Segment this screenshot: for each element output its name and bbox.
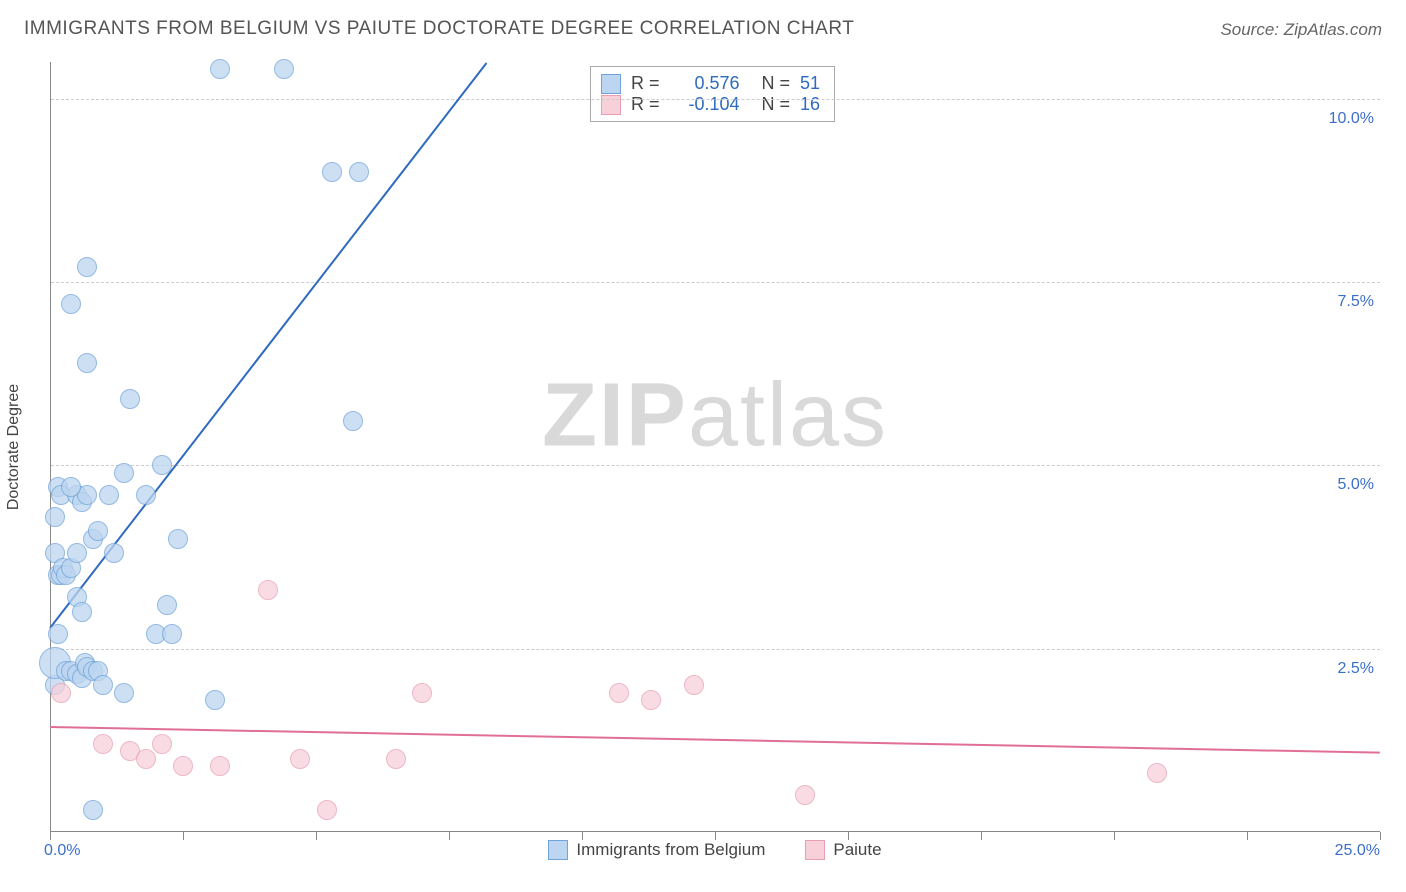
data-point bbox=[1147, 763, 1167, 783]
legend-r-label: R = bbox=[631, 94, 660, 115]
data-point bbox=[88, 521, 108, 541]
legend-row: R = 0.576 N = 51 bbox=[601, 73, 820, 94]
legend-swatch bbox=[548, 840, 568, 860]
series-legend-label: Immigrants from Belgium bbox=[576, 840, 765, 860]
x-tick bbox=[316, 832, 317, 840]
x-tick bbox=[1114, 832, 1115, 840]
data-point bbox=[152, 734, 172, 754]
data-point bbox=[51, 683, 71, 703]
data-point bbox=[210, 59, 230, 79]
x-tick-label: 0.0% bbox=[44, 842, 80, 860]
data-point bbox=[412, 683, 432, 703]
x-tick bbox=[1380, 832, 1381, 840]
y-axis-title: Doctorate Degree bbox=[5, 384, 23, 510]
data-point bbox=[114, 463, 134, 483]
trend-line bbox=[50, 726, 1380, 754]
x-tick bbox=[449, 832, 450, 840]
gridline bbox=[51, 99, 1380, 100]
data-point bbox=[173, 756, 193, 776]
data-point bbox=[322, 162, 342, 182]
x-tick bbox=[981, 832, 982, 840]
data-point bbox=[152, 455, 172, 475]
data-point bbox=[77, 257, 97, 277]
data-point bbox=[258, 580, 278, 600]
gridline bbox=[51, 282, 1380, 283]
data-point bbox=[45, 507, 65, 527]
legend-r-value: 0.576 bbox=[670, 73, 740, 94]
data-point bbox=[120, 389, 140, 409]
data-point bbox=[93, 734, 113, 754]
series-legend-item: Immigrants from Belgium bbox=[548, 840, 765, 860]
data-point bbox=[386, 749, 406, 769]
source-attribution: Source: ZipAtlas.com bbox=[1220, 20, 1382, 40]
data-point bbox=[641, 690, 661, 710]
data-point bbox=[795, 785, 815, 805]
chart-title: IMMIGRANTS FROM BELGIUM VS PAIUTE DOCTOR… bbox=[24, 18, 854, 40]
data-point bbox=[343, 411, 363, 431]
data-point bbox=[93, 675, 113, 695]
data-point bbox=[136, 485, 156, 505]
x-tick-label: 25.0% bbox=[1335, 842, 1380, 860]
gridline bbox=[51, 465, 1380, 466]
legend-n-value: 16 bbox=[800, 94, 820, 115]
data-point bbox=[684, 675, 704, 695]
legend-n-label: N = bbox=[762, 94, 791, 115]
plot-area: Doctorate Degree ZIPatlas R =0.576N =51R… bbox=[50, 62, 1380, 832]
x-tick bbox=[582, 832, 583, 840]
data-point bbox=[61, 294, 81, 314]
data-point bbox=[349, 162, 369, 182]
data-point bbox=[168, 529, 188, 549]
y-tick-label: 2.5% bbox=[1338, 660, 1374, 678]
legend-row: R = -0.104 N = 16 bbox=[601, 94, 820, 115]
chart-header: IMMIGRANTS FROM BELGIUM VS PAIUTE DOCTOR… bbox=[24, 18, 1382, 40]
y-tick-label: 5.0% bbox=[1338, 476, 1374, 494]
y-tick-label: 7.5% bbox=[1338, 293, 1374, 311]
watermark-light: atlas bbox=[688, 366, 888, 466]
gridline bbox=[51, 649, 1380, 650]
data-point bbox=[61, 477, 81, 497]
legend-n-value: 51 bbox=[800, 73, 820, 94]
correlation-legend: R = 0.576 N = 51 R = -0.104 N = 16 bbox=[590, 66, 835, 122]
data-point bbox=[162, 624, 182, 644]
data-point bbox=[210, 756, 230, 776]
data-point bbox=[99, 485, 119, 505]
watermark-bold: ZIP bbox=[542, 366, 688, 466]
x-tick bbox=[1247, 832, 1248, 840]
data-point bbox=[290, 749, 310, 769]
x-tick bbox=[50, 832, 51, 840]
watermark: ZIPatlas bbox=[542, 365, 888, 468]
legend-r-label: R = bbox=[631, 73, 660, 94]
x-tick bbox=[848, 832, 849, 840]
data-point bbox=[114, 683, 134, 703]
x-tick bbox=[715, 832, 716, 840]
data-point bbox=[609, 683, 629, 703]
data-point bbox=[274, 59, 294, 79]
data-point bbox=[83, 800, 103, 820]
series-legend: Immigrants from Belgium Paiute bbox=[50, 840, 1380, 860]
data-point bbox=[77, 353, 97, 373]
legend-n-label: N = bbox=[762, 73, 791, 94]
data-point bbox=[157, 595, 177, 615]
data-point bbox=[48, 624, 68, 644]
y-tick-label: 10.0% bbox=[1329, 110, 1374, 128]
legend-r-value: -0.104 bbox=[670, 94, 740, 115]
data-point bbox=[104, 543, 124, 563]
legend-swatch bbox=[805, 840, 825, 860]
legend-swatch bbox=[601, 74, 621, 94]
data-point bbox=[205, 690, 225, 710]
series-legend-label: Paiute bbox=[833, 840, 881, 860]
data-point bbox=[72, 602, 92, 622]
data-point bbox=[317, 800, 337, 820]
y-axis-line bbox=[50, 62, 51, 832]
x-tick bbox=[183, 832, 184, 840]
series-legend-item: Paiute bbox=[805, 840, 881, 860]
data-point bbox=[67, 543, 87, 563]
data-point bbox=[136, 749, 156, 769]
legend-swatch bbox=[601, 95, 621, 115]
